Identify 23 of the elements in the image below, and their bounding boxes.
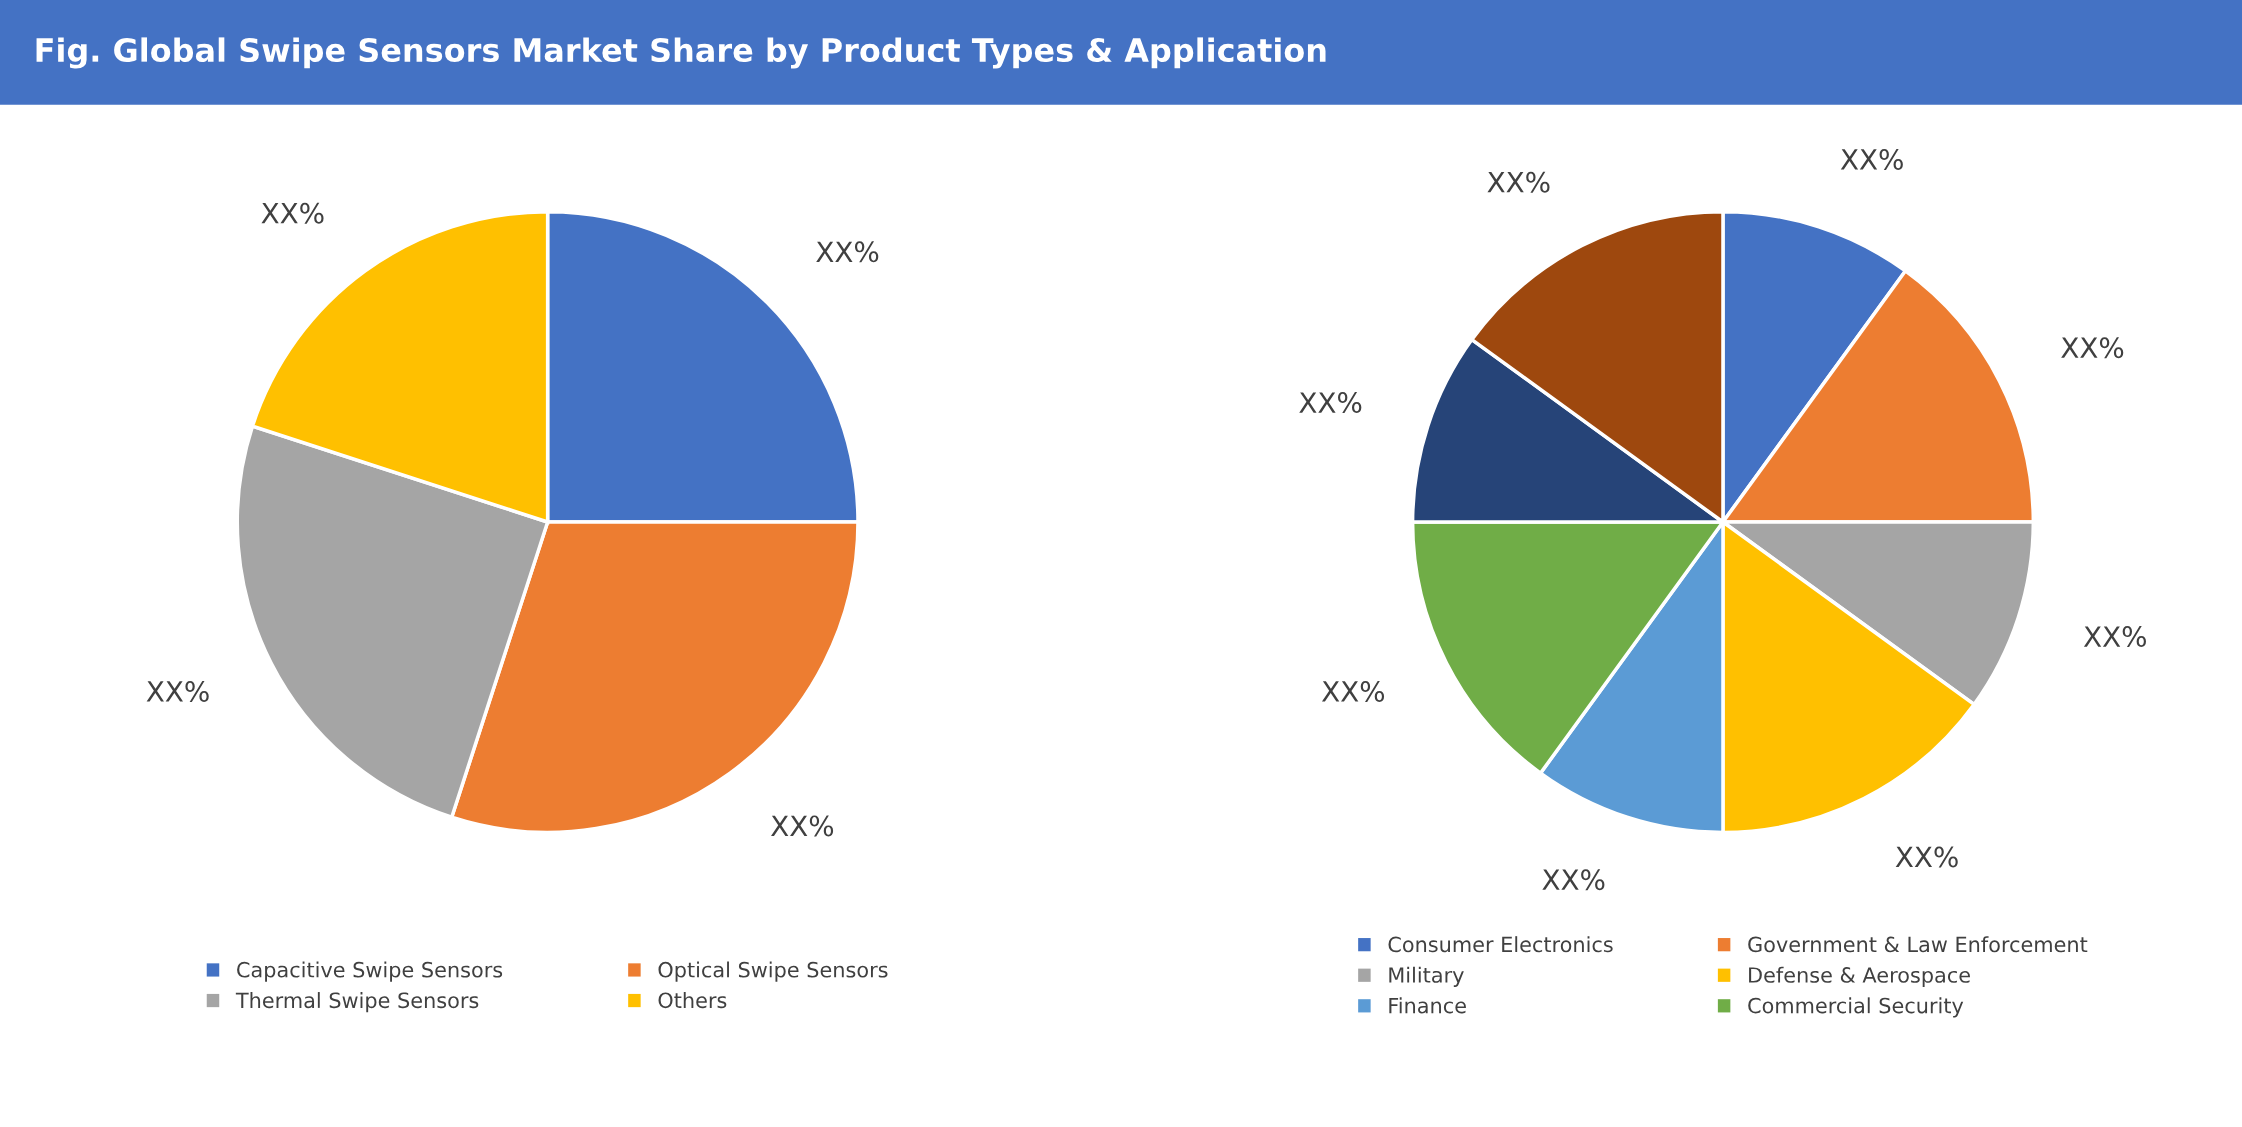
- data-label: XX%: [146, 680, 209, 702]
- legend-label: Capacitive Swipe Sensors: [237, 961, 503, 982]
- data-label: XX%: [1487, 171, 1550, 193]
- data-label: XX%: [1299, 392, 1362, 414]
- data-label: XX%: [1321, 680, 1385, 702]
- data-label: XX%: [1840, 148, 1903, 170]
- legend-label: Optical Swipe Sensors: [658, 961, 888, 982]
- data-label: XX%: [1895, 846, 1958, 868]
- data-label: XX%: [2083, 626, 2146, 648]
- legend-label: Defense & Aerospace: [1749, 966, 1970, 987]
- data-label: XX%: [2061, 337, 2124, 359]
- chart-title: Fig. Global Swipe Sensors Market Share by Product Types & Application: [36, 37, 1326, 69]
- data-label: XX%: [816, 241, 879, 263]
- legend-label: Others: [658, 992, 727, 1009]
- legend-label: Military: [1389, 966, 1464, 987]
- legend-label: Consumer Electronics: [1388, 936, 1613, 953]
- legend-label: Commercial Security: [1748, 997, 1964, 1018]
- legend-label: Government & Law Enforcement: [1748, 936, 2088, 953]
- legend-label: Thermal Swipe Sensors: [235, 992, 479, 1013]
- data-label: XX%: [261, 202, 324, 224]
- legend-label: Finance: [1389, 997, 1466, 1014]
- data-label: XX%: [1542, 869, 1605, 891]
- data-label: XX%: [771, 815, 834, 837]
